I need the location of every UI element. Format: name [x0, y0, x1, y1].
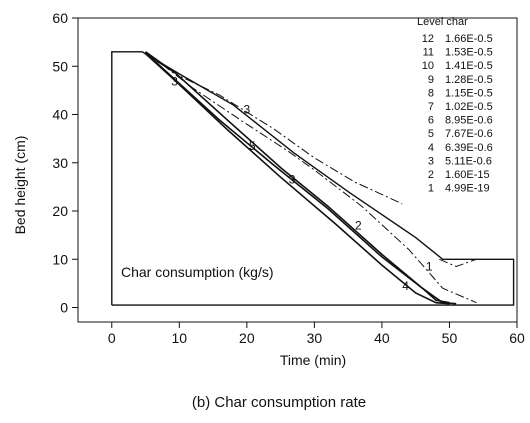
contour-label-3: 3	[244, 103, 251, 117]
y-tick-label: 10	[52, 251, 68, 267]
legend-value: 1.28E-0.5	[445, 74, 493, 86]
legend-value: 6.39E-0.6	[445, 142, 493, 154]
plot-frame	[77, 17, 518, 323]
legend-level: 9	[428, 74, 434, 86]
y-tick-label: 40	[52, 107, 68, 123]
contour-label-3: 3	[171, 75, 178, 89]
chart-caption: (b) Char consumption rate	[192, 394, 366, 411]
x-tick-label: 20	[239, 330, 255, 346]
plot-lines-layer	[77, 17, 518, 323]
legend-level: 12	[422, 33, 434, 45]
legend-level: 4	[428, 142, 434, 154]
legend-level: 8	[428, 87, 434, 99]
legend-value: 1.41E-0.5	[445, 60, 493, 72]
contour-labels-layer: 3 2 3 5 4 1 3	[171, 75, 433, 293]
contour-label-2: 2	[355, 218, 362, 232]
legend-value: 1.53E-0.5	[445, 47, 493, 59]
legend-value: 1.02E-0.5	[445, 101, 493, 113]
legend-value: 1.60E-15	[445, 169, 490, 181]
y-tick-label: 30	[52, 155, 68, 171]
legend-value: 1.15E-0.5	[445, 87, 493, 99]
chart-annotation: Char consumption (kg/s)	[121, 264, 274, 280]
legend-level: 10	[422, 60, 434, 72]
x-axis-label: Time (min)	[280, 352, 346, 368]
y-axis-label: Bed height (cm)	[12, 136, 28, 235]
bed-outline	[111, 51, 515, 306]
legend: 12 1.66E-0.511 1.53E-0.510 1.41E-0.59 1.28E-…	[422, 33, 493, 195]
legend-level: 2	[428, 169, 434, 181]
contour-line-level-4	[144, 53, 450, 305]
x-tick-label: 0	[108, 330, 116, 346]
legend-value: 8.95E-0.6	[445, 115, 493, 127]
legend-level: 7	[428, 101, 434, 113]
legend-level: 1	[428, 183, 434, 195]
x-tick-label: 40	[374, 330, 390, 346]
contour-label-1: 1	[426, 260, 433, 274]
x-tick-label: 10	[172, 330, 188, 346]
y-tick-label: 0	[60, 300, 68, 316]
x-tick-label: 60	[509, 330, 525, 346]
contour-line-level-3	[145, 51, 457, 305]
legend-value: 4.99E-19	[445, 183, 490, 195]
legend-value: 5.11E-0.6	[445, 155, 492, 167]
y-tick-label: 60	[52, 10, 68, 26]
ticks-layer: 0 10 20 30 40 50 60 0 10 20 30 40 50 60	[52, 10, 525, 346]
text-layer: Bed height (cm) Time (min) Char consumpt…	[12, 16, 468, 411]
contour-label-3: 3	[289, 173, 296, 187]
x-tick-label: 30	[307, 330, 323, 346]
legend-level: 3	[428, 155, 434, 167]
legend-level: 11	[423, 47, 434, 59]
legend-value: 1.66E-0.5	[445, 33, 493, 45]
y-tick-label: 20	[52, 203, 68, 219]
y-tick-label: 50	[52, 58, 68, 74]
legend-value: 7.67E-0.6	[445, 128, 493, 140]
legend-level: 5	[428, 128, 434, 140]
contour-line-level-2	[148, 53, 477, 304]
contour-line-level-1	[439, 258, 477, 268]
contour-label-4: 4	[402, 279, 409, 293]
legend-title: Level char	[417, 16, 468, 28]
contour-line-level-5	[144, 52, 450, 304]
x-tick-label: 50	[442, 330, 458, 346]
contour-label-5: 5	[249, 139, 256, 153]
legend-level: 6	[428, 115, 434, 127]
